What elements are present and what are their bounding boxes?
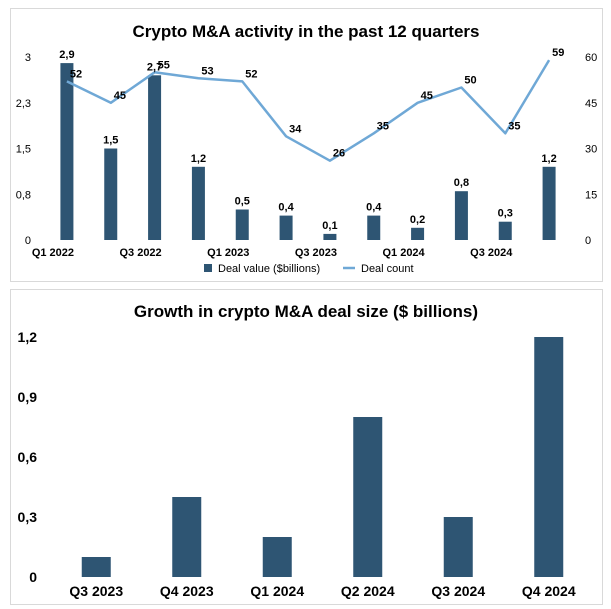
deal-count-label: 52 [70,68,82,80]
y-tick-label: 0,9 [18,389,38,405]
x-tick-label: Q3 2022 [119,247,161,259]
chart-title: Growth in crypto M&A deal size ($ billio… [134,302,478,321]
y-tick-label: 1,2 [18,329,38,345]
deal-size-bar [262,537,292,577]
y-right-tick-label: 0 [585,235,591,247]
deal-value-label: 0,4 [278,202,294,214]
x-tick-label: Q1 2024 [382,247,425,259]
deal-count-line [66,59,551,162]
y-right-tick-label: 45 [585,98,597,110]
deal-count-label: 55 [158,59,170,71]
deal-count-label: 59 [552,47,564,59]
legend-label-deal-count: Deal count [361,263,414,275]
x-tick-label: Q3 2023 [69,583,123,599]
deal-value-label: 2,9 [59,49,74,61]
x-tick-label: Q4 2023 [160,583,214,599]
deal-size-chart: Growth in crypto M&A deal size ($ billio… [18,302,576,599]
deal-value-bar [279,215,293,240]
y-left-tick-label: 0 [25,235,31,247]
y-right-tick-label: 60 [585,52,597,64]
x-tick-label: Q3 2024 [470,247,513,259]
deal-count-label: 53 [201,65,213,77]
deal-size-bar [353,417,383,577]
y-left-tick-label: 1,5 [16,144,31,156]
x-tick-label: Q3 2024 [431,583,485,599]
y-left-tick-label: 2,3 [16,98,31,110]
deal-value-label: 0,5 [235,196,250,208]
deal-value-bar [454,191,468,240]
deal-value-bar [60,63,74,240]
y-right-tick-label: 30 [585,144,597,156]
chart-title: Crypto M&A activity in the past 12 quart… [132,22,479,41]
deal-size-bar [172,497,202,577]
deal-size-bar [81,557,111,577]
deal-count-label: 26 [333,148,345,160]
y-tick-label: 0,3 [18,509,38,525]
y-left-tick-label: 3 [25,52,31,64]
activity-chart: Crypto M&A activity in the past 12 quart… [16,22,598,275]
deal-value-bar [191,166,205,240]
deal-count-label: 50 [464,75,476,87]
deal-value-label: 0,2 [410,214,425,226]
deal-value-label: 0,8 [454,177,469,189]
deal-value-bar [367,215,381,240]
y-left-tick-label: 0,8 [16,189,31,201]
deal-value-label: 2,7 [147,61,162,73]
legend-label-deal-value: Deal value ($billions) [218,263,320,275]
deal-value-bar [498,221,512,240]
deal-size-bar [534,337,564,577]
deal-count-label: 35 [508,120,520,132]
deal-value-label: 1,5 [103,135,118,147]
deal-count-label: 45 [421,90,433,102]
deal-size-bar [443,517,473,577]
deal-count-label: 34 [289,123,302,135]
deal-value-bar [411,227,425,240]
x-tick-label: Q1 2024 [250,583,304,599]
x-tick-label: Q4 2024 [522,583,576,599]
deal-count-label: 52 [245,68,257,80]
deal-value-bar [104,148,118,240]
x-tick-label: Q1 2022 [32,247,74,259]
deal-value-bar [323,233,337,240]
x-tick-label: Q3 2023 [295,247,337,259]
y-right-tick-label: 15 [585,189,597,201]
deal-count-label: 45 [114,90,126,102]
deal-value-bar [148,75,162,240]
legend-swatch-deal-value [204,264,212,272]
deal-count-label: 35 [377,120,389,132]
x-tick-label: Q2 2024 [341,583,395,599]
deal-value-label: 0,1 [322,220,337,232]
y-tick-label: 0,6 [18,449,38,465]
chart-panel-deal-size: Growth in crypto M&A deal size ($ billio… [10,289,603,605]
deal-value-label: 1,2 [191,153,206,165]
deal-value-bar [235,209,249,240]
y-tick-label: 0 [29,569,37,585]
deal-value-label: 0,3 [498,208,513,220]
chart-panel-activity: Crypto M&A activity in the past 12 quart… [10,8,603,282]
x-tick-label: Q1 2023 [207,247,249,259]
deal-value-label: 0,4 [366,202,382,214]
deal-value-bar [542,166,556,240]
deal-value-label: 1,2 [541,153,556,165]
